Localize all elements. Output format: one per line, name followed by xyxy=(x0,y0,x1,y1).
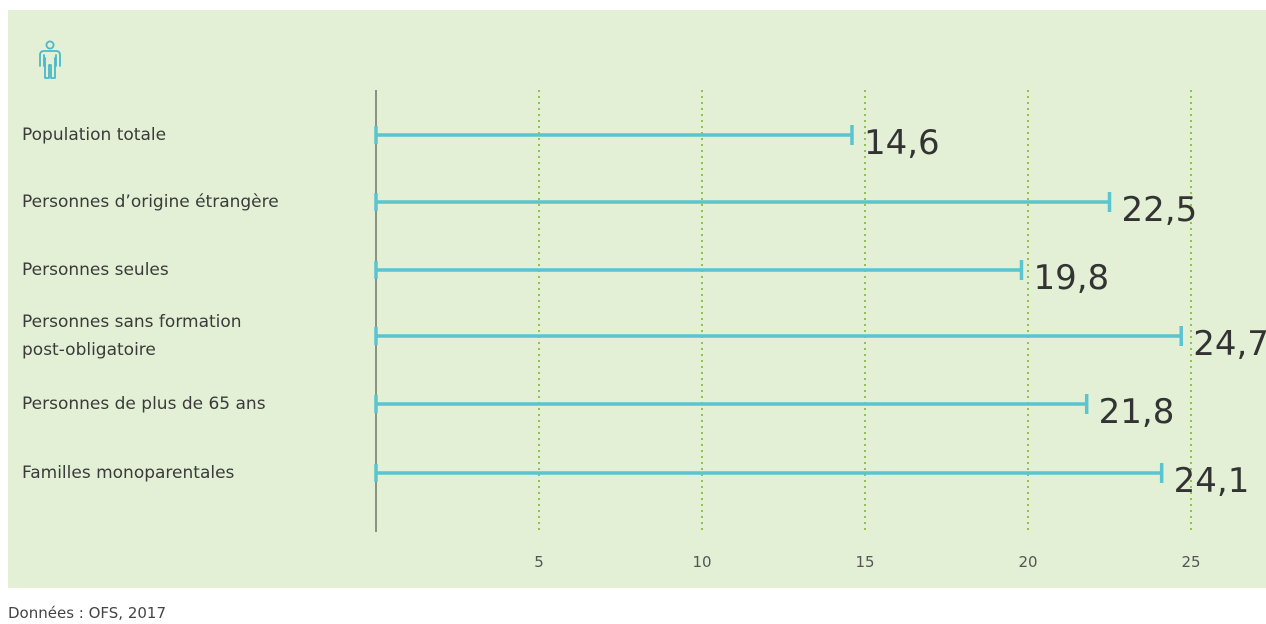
value-label: 24,1 xyxy=(1174,461,1250,501)
category-label: Personnes seules xyxy=(22,260,169,280)
category-label: Familles monoparentales xyxy=(22,463,235,483)
x-tick-label: 10 xyxy=(692,553,711,571)
category-labels: Population totale Personnes d’origine étr… xyxy=(8,10,368,588)
value-label: 24,7 xyxy=(1193,324,1266,364)
x-tick-label: 25 xyxy=(1181,553,1200,571)
category-label: Population totale xyxy=(22,125,167,145)
category-label: Personnes sans formation post-obligatoir… xyxy=(22,312,242,360)
bar-chart: 5 10 15 20 25 14,6 22,5 19,8 24,7 21,8 24,1 xyxy=(374,90,1266,571)
source-note: Données : OFS, 2017 xyxy=(8,604,167,622)
x-tick-label: 5 xyxy=(534,553,544,571)
value-label: 19,8 xyxy=(1033,258,1109,298)
value-label: 21,8 xyxy=(1099,392,1175,432)
person-icon xyxy=(39,40,61,79)
category-label: Personnes d’origine étrangère xyxy=(22,192,279,212)
x-tick-label: 20 xyxy=(1018,553,1037,571)
x-tick-label: 15 xyxy=(855,553,874,571)
chart-panel: Population totale Personnes d’origine étr… xyxy=(8,10,1266,622)
value-label: 22,5 xyxy=(1122,190,1198,230)
value-label: 14,6 xyxy=(864,123,940,163)
category-label: Personnes de plus de 65 ans xyxy=(22,394,266,414)
